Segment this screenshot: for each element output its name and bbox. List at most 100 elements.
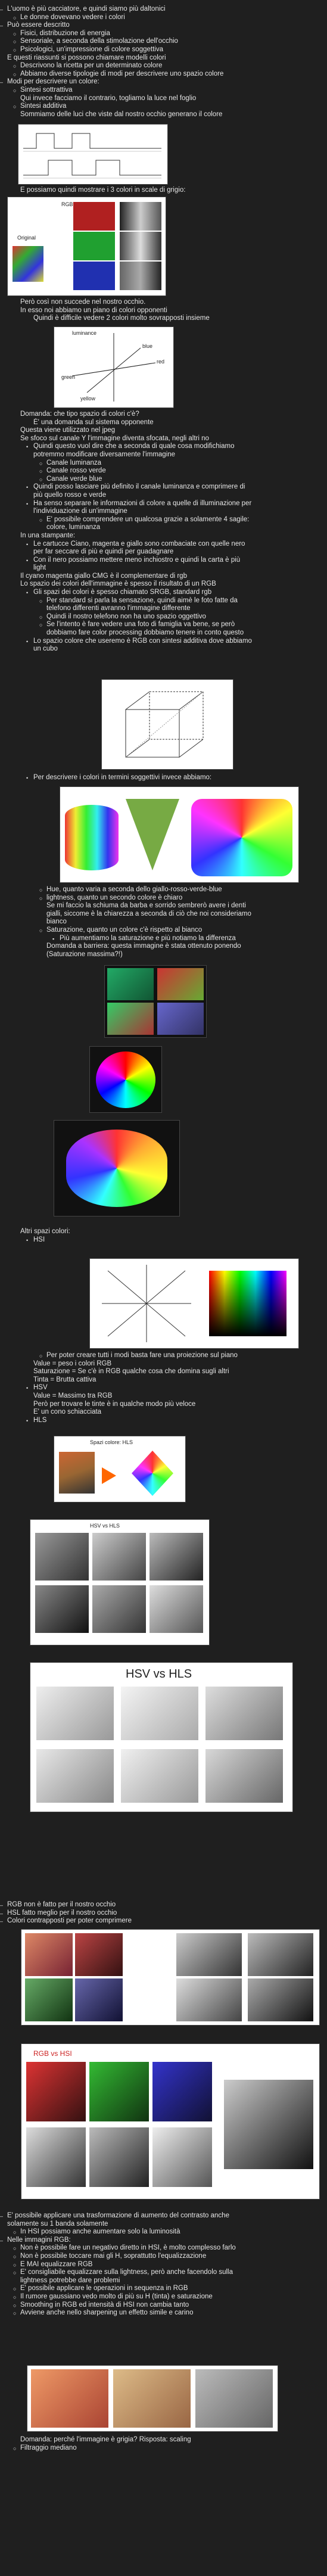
note-text: per far seccare di più e quindi per guad…: [33, 548, 174, 556]
note-text: Non è possibile toccare mai gli H, sopra…: [20, 2252, 207, 2260]
hue-disk: [96, 1051, 155, 1108]
note-text: Smoothing in RGB ed intensità di HSI non…: [20, 2301, 189, 2309]
note-text: In HSI possiamo anche aumentare solo la …: [20, 2228, 180, 2236]
note-line: ○ E' possibile comprendere un qualcosa gr…: [0, 515, 327, 524]
hsv-vs-hls-title-big: HSV vs HLS: [126, 1667, 192, 1681]
note-text: (Saturazione massima?!): [46, 950, 123, 958]
bullet-icon: ▪: [52, 935, 55, 942]
bullet-icon: ○: [13, 2270, 17, 2276]
note-text: Lo spazio dei colori dell'immagine è spe…: [20, 580, 216, 588]
note-line: E' un cono schiacciata: [0, 1408, 327, 1416]
bullet-icon: •: [26, 775, 29, 781]
hsi-lena-2: [89, 2127, 149, 2187]
note-text: Descrivono la ricetta per un determinato…: [20, 62, 163, 70]
note-text: Fisici, distribuzione di energia: [20, 29, 110, 37]
note-line: • HSV: [0, 1383, 327, 1392]
photo-d: [35, 1585, 89, 1633]
note-text: Nelle immagini RGB:: [7, 2236, 71, 2244]
hsi-diagram-figure: [89, 1258, 299, 1349]
note-line: più quello rosso e verde: [0, 491, 327, 499]
note-text: È' una domanda sul sistema opponente: [33, 418, 154, 426]
opponent-axes-figure: luminance blue green red yellow: [54, 326, 174, 408]
note-line: • Lo spazio colore che useremo è RGB con …: [0, 637, 327, 645]
saturation-photos: [104, 965, 207, 1038]
photo-a: [35, 1533, 89, 1581]
note-line: Questa viene utilizzato nel jpeg: [0, 426, 327, 434]
sketch-2: [121, 1687, 198, 1740]
blue-label: blue: [142, 343, 153, 349]
note-line: ○ Sintesi additiva: [0, 102, 327, 110]
notes-section-8: ○ Per poter creare tutti i modi basta far…: [0, 1351, 327, 1424]
note-text: E' possibile comprendere un qualcosa gra…: [46, 515, 250, 523]
note-line: ○ Abbiamo diverse tipologie di modi per d…: [0, 70, 327, 78]
gray-g: [120, 232, 161, 260]
note-line: • Ha senso separare le informazioni di co…: [0, 499, 327, 508]
gray-b: [120, 262, 161, 290]
note-text: Sensoriale, a seconda della stimolazione…: [20, 38, 178, 45]
note-line: ○ Per standard si parla la sensazione, qu…: [0, 596, 327, 605]
notes-section-5: • Per descrivere i colori in termini sogg…: [0, 773, 327, 782]
bullet-icon: ○: [13, 2253, 17, 2260]
notes-section-4: Domanda: che tipo spazio di colori c'è? È…: [0, 410, 327, 653]
sketch-6: [205, 1749, 283, 1803]
note-line: ○ Canale luminanza: [0, 459, 327, 467]
note-text: Domanda: perché l'immagine è grigia? Ris…: [20, 2436, 191, 2443]
note-text: l'individuazione di un'immagine: [33, 508, 127, 515]
note-text: HSI: [33, 1236, 45, 1243]
bullet-icon: ○: [13, 2294, 17, 2300]
gray-1: [176, 1933, 242, 1976]
note-line: ▪ Più aumentiamo la saturazione e più not…: [0, 934, 327, 942]
rgb-cube-diagram: [125, 691, 204, 758]
bullet-icon: ○: [39, 517, 43, 523]
note-line: potremmo modificare diversamente l'immag…: [0, 450, 327, 459]
bullet-icon: –: [0, 1910, 4, 1917]
bullet-icon: ○: [13, 46, 17, 53]
hsv-vs-hls-figure-2: HSV vs HLS: [30, 1662, 293, 1812]
note-text: E' consigliabile equalizzare sulla light…: [20, 2269, 233, 2276]
note-text: più quello rosso e verde: [33, 491, 107, 499]
note-text: In esso noi abbiamo un piano di colori o…: [20, 306, 167, 314]
sketch-1: [36, 1687, 114, 1740]
photo-4: [157, 1003, 204, 1035]
notes-section-7: Altri spazi colori: • HSI: [0, 1227, 327, 1243]
note-text: Può essere descritto: [7, 21, 70, 29]
note-line: ○ Canale rosso verde: [0, 466, 327, 475]
note-line: Qui invece facciamo il contrario, toglia…: [0, 94, 327, 102]
note-line: ○ Filtraggio mediano: [0, 2444, 327, 2452]
bullet-icon: •: [26, 484, 29, 491]
note-text: Canale luminanza: [46, 459, 102, 466]
note-text: Sintesi sottrattiva: [20, 86, 73, 94]
note-line: ○ Per poter creare tutti i modi basta far…: [0, 1351, 327, 1359]
bullet-icon: ○: [39, 598, 43, 604]
bullet-icon: –: [0, 23, 4, 29]
note-text: HSL fatto meglio per il nostro occhio: [7, 1909, 117, 1917]
bullet-icon: ○: [39, 927, 43, 934]
note-line: ○ Descrivono la ricetta per un determinat…: [0, 61, 327, 70]
note-line: un cubo: [0, 645, 327, 653]
rgb-vs-hsi-title: RGB vs HSI: [33, 2049, 72, 2058]
note-text: E' possibile applicare una trasformazion…: [7, 2212, 229, 2219]
note-line: ○ Sensoriale, a seconda della stimolazion…: [0, 37, 327, 45]
original-label: Original: [17, 235, 36, 241]
note-text: Se l'intento è fare vedere una foto di f…: [46, 621, 235, 629]
gray-r: [120, 202, 161, 231]
note-text: Psicologici, un'impressione di colore so…: [20, 45, 163, 53]
note-line: ○ Fisici, distribuzione di energia: [0, 29, 327, 38]
note-line: ○ Non è possibile fare un negativo dirett…: [0, 2244, 327, 2252]
rgb-lena-1: [26, 2062, 86, 2121]
bullet-icon: ○: [39, 614, 43, 620]
note-line: ○ Psicologici, un'impressione di colore s…: [0, 45, 327, 54]
note-line: – E' possibile applicare una trasformazio…: [0, 2211, 327, 2220]
note-line: • Quindi posso lasciare più definito il c…: [0, 483, 327, 491]
hsl-solid-figure: [54, 1120, 180, 1217]
bullet-icon: •: [26, 1385, 29, 1392]
note-text: E' possibile applicare le operazioni in …: [20, 2285, 188, 2292]
bullet-icon: ○: [39, 476, 43, 483]
hsv-cone: [126, 799, 179, 870]
note-line: light: [0, 564, 327, 572]
note-text: telefono differenti avranno l'immagine d…: [46, 605, 191, 612]
note-line: – L'uomo è più cacciatore, e quindi siamo…: [0, 5, 327, 13]
note-line: colore, luminanza: [0, 523, 327, 531]
lena-1: [25, 1933, 73, 1976]
note-text: Però così non succede nel nostro occhio.: [20, 298, 146, 306]
